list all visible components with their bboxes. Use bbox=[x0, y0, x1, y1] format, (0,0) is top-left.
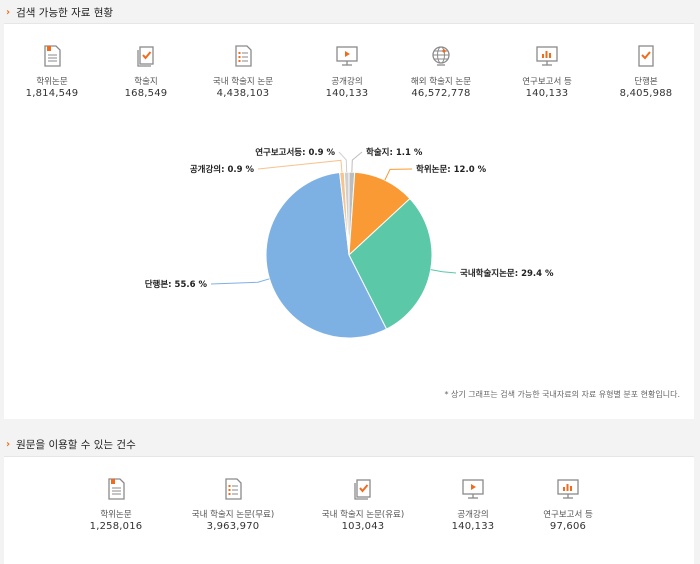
stat-value: 1,814,549 bbox=[25, 88, 79, 99]
chart-footnote: * 상기 그래프는 검색 가능한 국내자료의 자료 유형별 분포 현황입니다. bbox=[444, 390, 680, 399]
book-check-icon bbox=[591, 44, 700, 68]
stat-item[interactable]: 연구보고서 등 140,133 bbox=[492, 44, 602, 99]
thesis-document-icon bbox=[61, 477, 171, 501]
stat-value: 103,043 bbox=[341, 521, 385, 532]
stat-label: 국내 학술지 논문(무료) bbox=[191, 510, 275, 520]
stat-label: 공개강의 bbox=[331, 77, 363, 87]
stat-value: 8,405,988 bbox=[619, 88, 673, 99]
section-title: 검색 가능한 자료 현황 bbox=[16, 7, 114, 19]
stat-value: 46,572,778 bbox=[411, 88, 471, 99]
stat-item[interactable]: 국내 학술지 논문(무료) 3,963,970 bbox=[178, 477, 288, 532]
stat-value: 1,258,016 bbox=[89, 521, 143, 532]
searchable-stats-panel: 학위논문 1,814,549 학술지 168,549 국내 학술지 논문 4,438,10… bbox=[4, 23, 694, 419]
stat-label: 연구보고서 등 bbox=[543, 510, 593, 520]
pie-label-connector bbox=[338, 151, 348, 173]
domestic-article-list-icon bbox=[188, 44, 298, 68]
stat-label: 학술지 bbox=[134, 77, 158, 87]
stat-label: 국내 학술지 논문(유료) bbox=[321, 510, 405, 520]
stat-value: 140,133 bbox=[525, 88, 569, 99]
domestic-article-list-icon bbox=[178, 477, 288, 501]
report-chart-monitor-icon bbox=[513, 477, 623, 501]
lecture-monitor-play-icon bbox=[292, 44, 402, 68]
section-header-fulltext: › 원문을 이용할 수 있는 건수 bbox=[6, 437, 136, 452]
stat-label: 학위논문 bbox=[36, 77, 68, 87]
stat-item[interactable]: 국내 학술지 논문 4,438,103 bbox=[188, 44, 298, 99]
stat-value: 140,133 bbox=[451, 521, 495, 532]
pie-label-connector bbox=[210, 278, 270, 285]
stat-label: 연구보고서 등 bbox=[522, 77, 572, 87]
stat-item[interactable]: 공개강의 140,133 bbox=[418, 477, 528, 532]
pie-data-label: 공개강의: 0.9 % bbox=[190, 164, 255, 175]
stat-item[interactable]: 해외 학술지 논문 46,572,778 bbox=[386, 44, 496, 99]
stat-item[interactable]: 국내 학술지 논문(유료) 103,043 bbox=[308, 477, 418, 532]
pie-slice[interactable] bbox=[348, 197, 433, 330]
chevron-right-icon: › bbox=[6, 439, 11, 450]
stat-value: 140,133 bbox=[325, 88, 369, 99]
pie-data-label: 학술지: 1.1 % bbox=[366, 147, 423, 158]
stat-label: 공개강의 bbox=[457, 510, 489, 520]
distribution-pie-chart: 학술지: 1.1 % 학위논문: 12.0 % 국내학술지논문: 29.4 % 단행본… bbox=[145, 147, 554, 339]
journal-check-icon bbox=[308, 477, 418, 501]
stat-label: 학위논문 bbox=[100, 510, 132, 520]
pie-data-label: 국내학술지논문: 29.4 % bbox=[460, 268, 554, 279]
chevron-right-icon: › bbox=[6, 7, 11, 18]
pie-data-label: 단행본: 55.6 % bbox=[145, 279, 208, 290]
pie-label-connector bbox=[257, 159, 343, 173]
section-header-searchable: › 검색 가능한 자료 현황 bbox=[6, 5, 113, 20]
stat-value: 4,438,103 bbox=[216, 88, 270, 99]
stat-label: 국내 학술지 논문 bbox=[212, 77, 274, 87]
stat-item[interactable]: 학위논문 1,258,016 bbox=[61, 477, 171, 532]
stat-value: 3,963,970 bbox=[206, 521, 260, 532]
pie-slice[interactable] bbox=[265, 171, 388, 339]
pie-label-connector bbox=[430, 269, 457, 274]
stat-label: 해외 학술지 논문 bbox=[410, 77, 472, 87]
pie-data-label: 연구보고서등: 0.9 % bbox=[255, 147, 335, 158]
fulltext-stats-panel: 학위논문 1,258,016 국내 학술지 논문(무료) 3,963,970 국내 학술… bbox=[4, 456, 694, 564]
pie-label-connector bbox=[384, 168, 413, 181]
report-chart-monitor-icon bbox=[492, 44, 602, 68]
pie-data-label: 학위논문: 12.0 % bbox=[416, 164, 487, 175]
pie-slice[interactable] bbox=[343, 171, 350, 256]
stat-item[interactable]: 단행본 8,405,988 bbox=[591, 44, 700, 99]
lecture-monitor-play-icon bbox=[418, 477, 528, 501]
globe-icon bbox=[386, 44, 496, 68]
journal-check-icon bbox=[91, 44, 201, 68]
pie-label-connector bbox=[351, 151, 363, 173]
thesis-document-icon bbox=[0, 44, 107, 68]
stat-item[interactable]: 연구보고서 등 97,606 bbox=[513, 477, 623, 532]
stat-item[interactable]: 학위논문 1,814,549 bbox=[0, 44, 107, 99]
stat-item[interactable]: 공개강의 140,133 bbox=[292, 44, 402, 99]
stat-value: 168,549 bbox=[124, 88, 168, 99]
pie-slice[interactable] bbox=[348, 171, 411, 257]
stat-item[interactable]: 학술지 168,549 bbox=[91, 44, 201, 99]
stat-label: 단행본 bbox=[634, 77, 658, 87]
section-title: 원문을 이용할 수 있는 건수 bbox=[16, 439, 136, 451]
stat-value: 97,606 bbox=[549, 521, 587, 532]
